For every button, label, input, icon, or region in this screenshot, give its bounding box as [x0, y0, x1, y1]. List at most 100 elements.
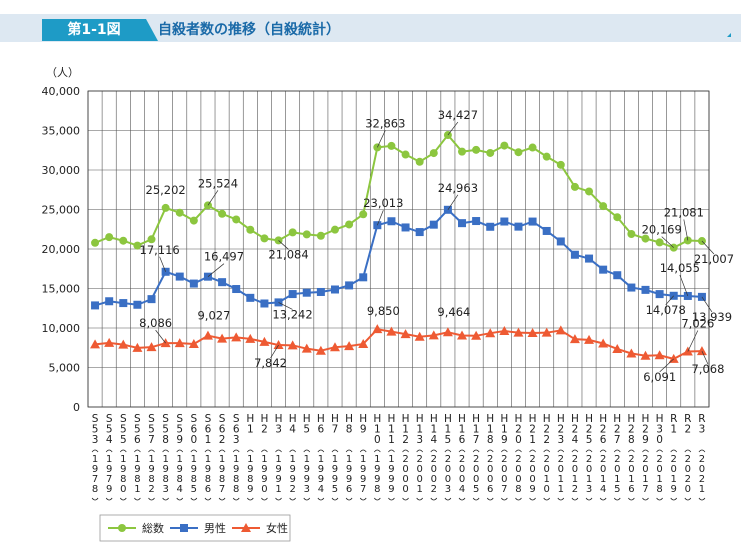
x-tick-year-char: 0: [459, 474, 465, 485]
x-tick-paren-open: [557, 449, 565, 453]
data-point-total: [189, 216, 198, 225]
data-point-male: [500, 217, 509, 226]
x-tick-year-char: 0: [402, 464, 408, 475]
x-tick-paren-open: [359, 449, 367, 453]
data-point-female: [442, 327, 453, 337]
data-point-total: [500, 141, 509, 150]
x-tick-paren-close: [91, 497, 99, 501]
x-tick-paren-close: [331, 497, 339, 501]
x-tick-year-char: 0: [529, 474, 535, 485]
data-label-total: 21,007: [694, 252, 734, 266]
x-tick-year-char: 2: [431, 484, 437, 495]
x-tick-year-char: 0: [685, 464, 691, 475]
x-tick-paren-close: [317, 497, 325, 501]
x-tick-paren-open: [190, 449, 198, 453]
x-tick-era-char: H: [486, 413, 494, 425]
data-point-female: [640, 350, 651, 360]
data-point-male: [472, 217, 481, 226]
x-tick-year-char: 9: [289, 474, 295, 485]
x-tick-year-char: 0: [529, 464, 535, 475]
x-tick-era-char: 6: [318, 424, 325, 436]
x-tick-paren-close: [402, 497, 409, 501]
x-tick-year-char: 0: [487, 464, 493, 475]
data-point-total: [627, 230, 636, 239]
data-point-female: [654, 350, 665, 360]
x-tick-paren-open: [444, 449, 452, 453]
x-tick-year-char: 1: [628, 474, 634, 485]
x-tick-year-char: 9: [120, 464, 126, 475]
x-tick-era-char: S: [134, 413, 141, 425]
x-tick-year-char: 9: [332, 474, 338, 485]
figure-header-graphics: [42, 19, 731, 41]
x-tick-era-char: 5: [120, 424, 127, 436]
data-label-leader: [270, 344, 279, 359]
data-point-total: [542, 152, 551, 161]
data-point-total: [655, 238, 664, 247]
data-point-total: [288, 228, 297, 237]
x-tick-year-char: 4: [318, 484, 324, 495]
x-tick-paren-close: [529, 497, 536, 501]
x-tick-era-char: 1: [487, 424, 494, 436]
x-tick-year-char: 1: [544, 474, 550, 485]
x-tick-year-char: 1: [106, 454, 112, 465]
data-label-leader: [207, 263, 225, 277]
x-tick-year-char: 5: [332, 484, 338, 495]
x-tick-year-char: 1: [289, 454, 295, 465]
data-point-male: [105, 297, 114, 306]
x-tick-era-char: S: [106, 413, 113, 425]
x-tick-era-char: S: [205, 413, 212, 425]
data-point-female: [400, 329, 411, 339]
x-tick-year-char: 0: [473, 474, 479, 485]
x-tick-year-char: 1: [656, 474, 662, 485]
x-tick-paren-close: [218, 497, 226, 501]
x-tick-era-char: 1: [416, 424, 423, 436]
x-tick-era-char: 1: [374, 424, 381, 436]
data-point-male: [613, 271, 622, 280]
x-tick-year-char: 0: [445, 474, 451, 485]
data-label-leader: [701, 351, 709, 365]
x-tick-paren-close: [486, 497, 494, 501]
x-tick-year-char: 5: [191, 484, 197, 495]
data-label-leader: [207, 190, 219, 206]
x-tick-year-char: 1: [233, 454, 239, 465]
data-point-female: [146, 342, 157, 352]
x-tick-paren-open: [105, 449, 113, 453]
x-tick-year-char: 9: [360, 474, 366, 485]
x-tick-year-char: 1: [416, 484, 422, 495]
x-tick-year-char: 6: [346, 484, 352, 495]
x-tick-year-char: 9: [346, 474, 352, 485]
x-tick-year-char: 1: [388, 454, 394, 465]
x-tick-era-char: H: [656, 413, 664, 425]
x-tick-era-char: 3: [416, 434, 423, 446]
x-tick-era-char: S: [162, 413, 169, 425]
x-tick-paren-open: [331, 449, 339, 453]
x-tick-year-char: 1: [92, 454, 98, 465]
x-tick-paren-close: [501, 497, 508, 501]
x-tick-era-char: 3: [233, 434, 240, 446]
data-point-male: [528, 217, 537, 226]
data-point-male: [119, 299, 128, 308]
x-tick-paren-close: [303, 497, 311, 501]
data-point-female: [372, 324, 383, 334]
x-tick-year-char: 9: [148, 464, 154, 475]
data-point-male: [189, 279, 198, 288]
x-tick-year-char: 9: [388, 474, 394, 485]
x-tick-era-char: 9: [642, 434, 649, 446]
data-label-female: 7,026: [681, 316, 714, 330]
data-point-total: [246, 225, 255, 234]
x-tick-year-char: 1: [346, 454, 352, 465]
x-tick-era-char: 4: [106, 434, 113, 446]
data-point-female: [485, 328, 496, 338]
x-tick-era-char: H: [345, 413, 353, 425]
data-point-total: [91, 238, 100, 247]
x-tick-year-char: 0: [501, 464, 507, 475]
data-point-total: [316, 231, 325, 240]
x-tick-era-char: 1: [247, 424, 254, 436]
x-tick-year-char: 3: [162, 484, 168, 495]
data-point-female: [90, 339, 101, 349]
data-point-total: [359, 210, 368, 219]
x-tick-year-char: 0: [445, 464, 451, 475]
figure-number: 第1-1図: [67, 22, 121, 38]
figure-title: 自殺者数の推移（自殺統計）: [158, 22, 340, 38]
x-tick-era-char: 2: [543, 424, 550, 436]
